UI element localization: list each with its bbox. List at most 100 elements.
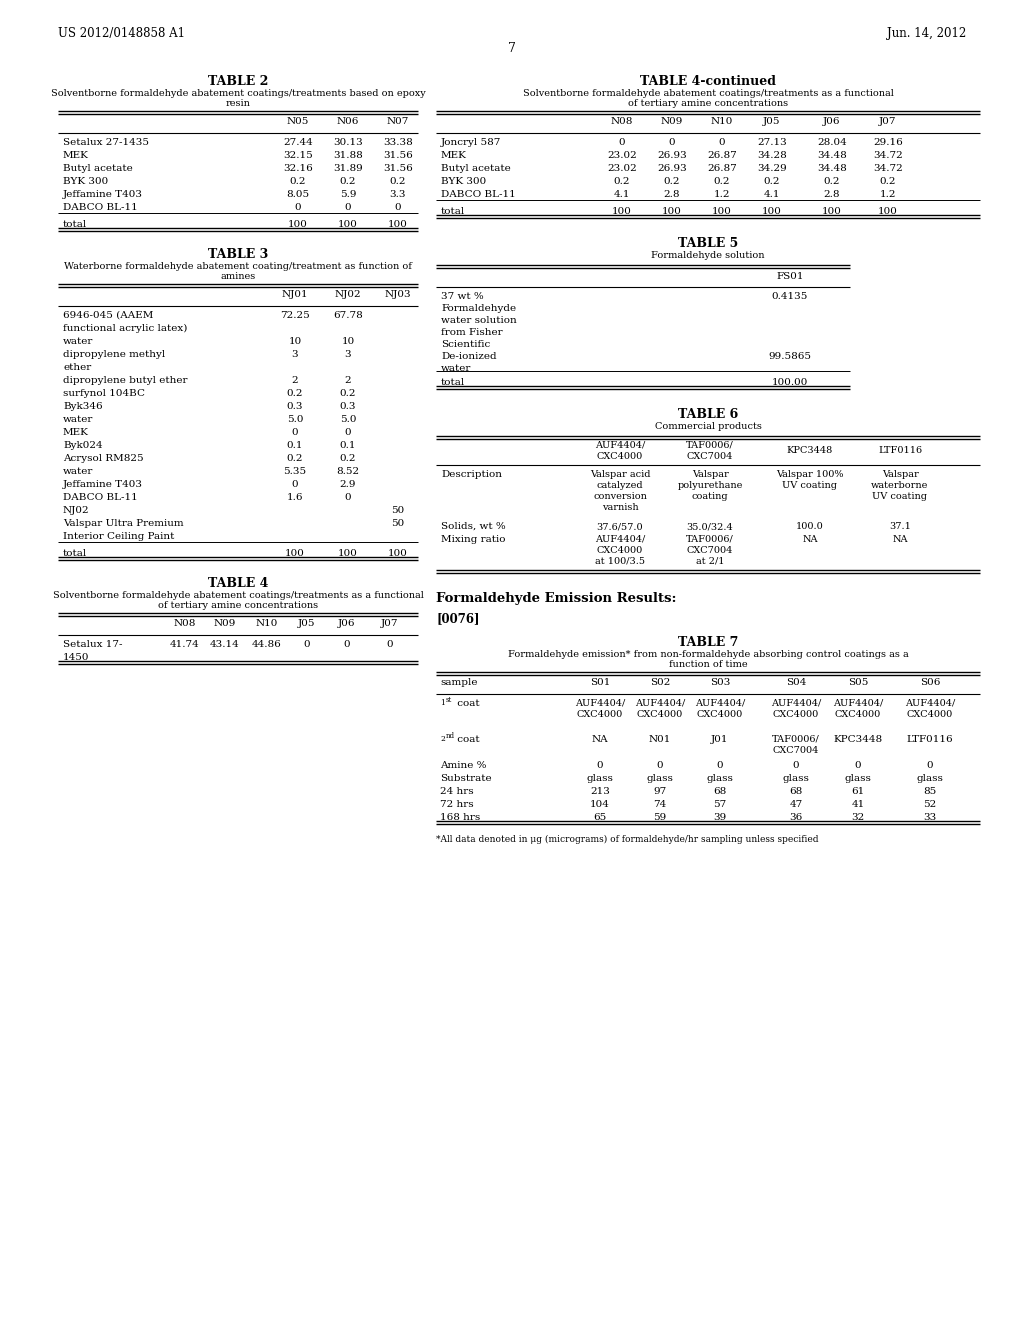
- Text: water solution: water solution: [441, 315, 517, 325]
- Text: DABCO BL-11: DABCO BL-11: [63, 203, 138, 213]
- Text: dipropylene butyl ether: dipropylene butyl ether: [63, 376, 187, 385]
- Text: 34.48: 34.48: [817, 150, 847, 160]
- Text: NA: NA: [802, 535, 818, 544]
- Text: 0: 0: [292, 428, 298, 437]
- Text: 5.9: 5.9: [340, 190, 356, 199]
- Text: 100: 100: [388, 549, 408, 558]
- Text: MEK: MEK: [63, 150, 89, 160]
- Text: 72.25: 72.25: [281, 312, 310, 319]
- Text: 32: 32: [851, 813, 864, 822]
- Text: 1.2: 1.2: [714, 190, 730, 199]
- Text: 100: 100: [712, 207, 732, 216]
- Text: 2: 2: [292, 376, 298, 385]
- Text: Byk346: Byk346: [63, 403, 102, 411]
- Text: 0.2: 0.2: [390, 177, 407, 186]
- Text: 213: 213: [590, 787, 610, 796]
- Text: 99.5865: 99.5865: [768, 352, 811, 360]
- Text: Formaldehyde solution: Formaldehyde solution: [651, 251, 765, 260]
- Text: J05: J05: [298, 619, 315, 628]
- Text: N07: N07: [387, 117, 410, 125]
- Text: N09: N09: [214, 619, 237, 628]
- Text: TABLE 4-continued: TABLE 4-continued: [640, 75, 776, 88]
- Text: CXC4000: CXC4000: [697, 710, 743, 719]
- Text: nd: nd: [446, 733, 455, 741]
- Text: 28.04: 28.04: [817, 139, 847, 147]
- Text: functional acrylic latex): functional acrylic latex): [63, 323, 187, 333]
- Text: Formaldehyde Emission Results:: Formaldehyde Emission Results:: [436, 591, 677, 605]
- Text: S02: S02: [650, 678, 670, 686]
- Text: function of time: function of time: [669, 660, 748, 669]
- Text: 2.8: 2.8: [823, 190, 841, 199]
- Text: 31.56: 31.56: [383, 164, 413, 173]
- Text: MEK: MEK: [63, 428, 89, 437]
- Text: Setalux 27-1435: Setalux 27-1435: [63, 139, 150, 147]
- Text: dipropylene methyl: dipropylene methyl: [63, 350, 165, 359]
- Text: 68: 68: [790, 787, 803, 796]
- Text: N08: N08: [610, 117, 633, 125]
- Text: 0.2: 0.2: [290, 177, 306, 186]
- Text: surfynol 104BC: surfynol 104BC: [63, 389, 145, 399]
- Text: 100: 100: [762, 207, 782, 216]
- Text: water: water: [63, 467, 93, 477]
- Text: 1: 1: [440, 700, 444, 708]
- Text: 0.2: 0.2: [340, 389, 356, 399]
- Text: 0: 0: [345, 492, 351, 502]
- Text: 0.1: 0.1: [340, 441, 356, 450]
- Text: 0: 0: [669, 139, 675, 147]
- Text: 34.29: 34.29: [757, 164, 786, 173]
- Text: sample: sample: [440, 678, 477, 686]
- Text: FS01: FS01: [776, 272, 804, 281]
- Text: 34.72: 34.72: [873, 150, 903, 160]
- Text: 0: 0: [717, 762, 723, 770]
- Text: N06: N06: [337, 117, 359, 125]
- Text: 0: 0: [387, 640, 393, 649]
- Text: TAF0006/: TAF0006/: [686, 441, 734, 450]
- Text: total: total: [441, 378, 465, 387]
- Text: J06: J06: [823, 117, 841, 125]
- Text: LTF0116: LTF0116: [906, 735, 953, 744]
- Text: 35.0/32.4: 35.0/32.4: [687, 521, 733, 531]
- Text: 50: 50: [391, 519, 404, 528]
- Text: J05: J05: [763, 117, 780, 125]
- Text: coat: coat: [454, 735, 479, 744]
- Text: CXC7004: CXC7004: [687, 546, 733, 554]
- Text: 100: 100: [338, 220, 358, 228]
- Text: Solventborne formaldehyde abatement coatings/treatments as a functional: Solventborne formaldehyde abatement coat…: [522, 88, 893, 98]
- Text: TABLE 4: TABLE 4: [208, 577, 268, 590]
- Text: UV coating: UV coating: [782, 480, 838, 490]
- Text: varnish: varnish: [602, 503, 638, 512]
- Text: 100: 100: [288, 220, 308, 228]
- Text: 0: 0: [719, 139, 725, 147]
- Text: N10: N10: [711, 117, 733, 125]
- Text: 27.44: 27.44: [283, 139, 313, 147]
- Text: 0: 0: [394, 203, 401, 213]
- Text: 100: 100: [663, 207, 682, 216]
- Text: 100: 100: [388, 220, 408, 228]
- Text: Joncryl 587: Joncryl 587: [441, 139, 502, 147]
- Text: Substrate: Substrate: [440, 774, 492, 783]
- Text: 31.89: 31.89: [333, 164, 362, 173]
- Text: glass: glass: [646, 774, 674, 783]
- Text: AUF4404/: AUF4404/: [695, 700, 745, 708]
- Text: 4.1: 4.1: [764, 190, 780, 199]
- Text: 33: 33: [924, 813, 937, 822]
- Text: 26.93: 26.93: [657, 164, 687, 173]
- Text: 0: 0: [304, 640, 310, 649]
- Text: BYK 300: BYK 300: [63, 177, 109, 186]
- Text: 0.2: 0.2: [823, 177, 841, 186]
- Text: TABLE 2: TABLE 2: [208, 75, 268, 88]
- Text: 0: 0: [656, 762, 664, 770]
- Text: Solventborne formaldehyde abatement coatings/treatments based on epoxy: Solventborne formaldehyde abatement coat…: [50, 88, 425, 98]
- Text: 8.52: 8.52: [337, 467, 359, 477]
- Text: 2.9: 2.9: [340, 480, 356, 488]
- Text: of tertiary amine concentrations: of tertiary amine concentrations: [158, 601, 318, 610]
- Text: 52: 52: [924, 800, 937, 809]
- Text: 0.2: 0.2: [287, 389, 303, 399]
- Text: 4.1: 4.1: [613, 190, 630, 199]
- Text: UV coating: UV coating: [872, 492, 928, 502]
- Text: water: water: [63, 414, 93, 424]
- Text: 37 wt %: 37 wt %: [441, 292, 483, 301]
- Text: at 100/3.5: at 100/3.5: [595, 557, 645, 566]
- Text: Byk024: Byk024: [63, 441, 102, 450]
- Text: TABLE 7: TABLE 7: [678, 636, 738, 649]
